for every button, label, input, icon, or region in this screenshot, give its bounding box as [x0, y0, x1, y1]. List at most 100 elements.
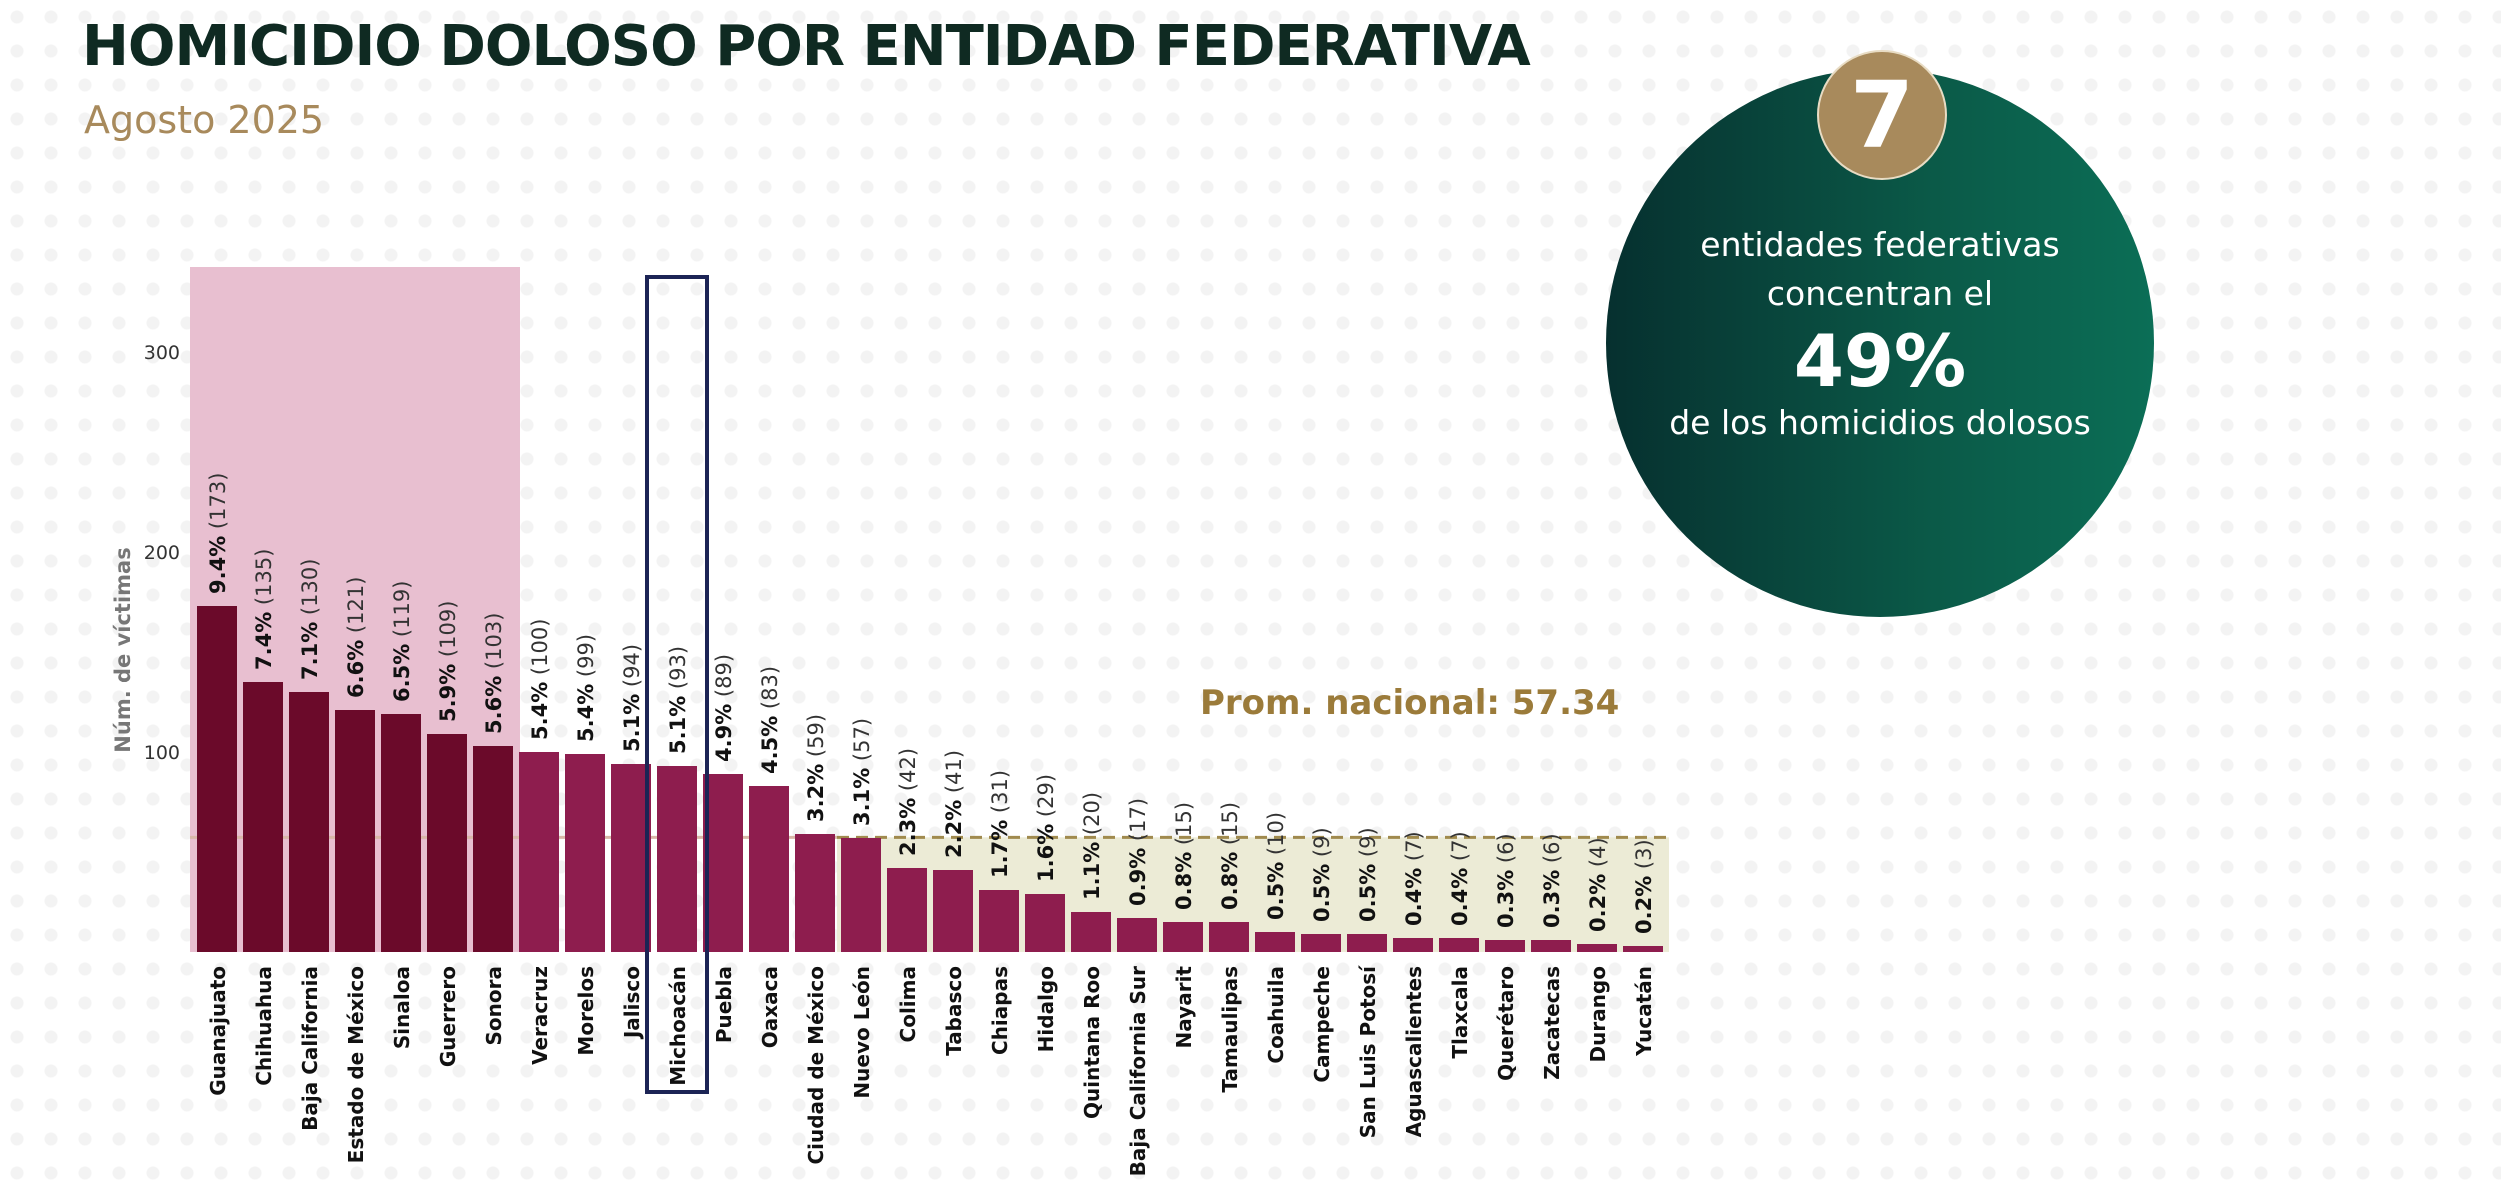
bar-value-label: 0.3% (6) — [1540, 833, 1564, 928]
category-label: Nuevo León — [850, 966, 874, 1099]
bar — [979, 890, 1019, 952]
category-label: Zacatecas — [1540, 966, 1564, 1080]
bar — [657, 766, 697, 952]
count-label: (29) — [1034, 774, 1058, 824]
bar-value-label: 0.2% (3) — [1632, 839, 1656, 934]
bar — [335, 710, 375, 952]
bar — [1255, 932, 1295, 952]
bar-value-label: 5.4% (100) — [528, 619, 552, 740]
bar — [1485, 940, 1525, 952]
category-label: Jalisco — [620, 966, 644, 1040]
bar-value-label: 0.5% (10) — [1264, 812, 1288, 920]
bar — [1393, 938, 1433, 952]
average-label: Prom. nacional: 57.34 — [1200, 683, 1619, 723]
percent-label: 1.6% — [1034, 824, 1058, 882]
bar — [795, 834, 835, 952]
bar-value-label: 3.1% (57) — [850, 718, 874, 826]
bar — [749, 786, 789, 952]
bar-value-label: 6.5% (119) — [390, 581, 414, 702]
bar-value-label: 1.6% (29) — [1034, 774, 1058, 882]
percent-label: 5.1% — [666, 696, 690, 754]
percent-label: 9.4% — [206, 536, 230, 594]
bar — [1347, 934, 1387, 952]
count-label: (59) — [804, 714, 828, 764]
bar — [611, 764, 651, 952]
bar-value-label: 7.4% (135) — [252, 549, 276, 670]
category-label: Tamaulipas — [1218, 966, 1242, 1093]
percent-label: 0.8% — [1172, 852, 1196, 910]
percent-label: 0.3% — [1540, 870, 1564, 928]
count-label: (15) — [1218, 802, 1242, 852]
percent-label: 0.5% — [1310, 864, 1334, 922]
count-label: (94) — [620, 644, 644, 694]
bar — [243, 682, 283, 952]
percent-label: 0.5% — [1264, 862, 1288, 920]
bar — [1439, 938, 1479, 952]
percent-label: 5.6% — [482, 676, 506, 734]
bar-value-label: 4.5% (83) — [758, 666, 782, 774]
count-label: (99) — [574, 634, 598, 684]
category-label: Michoacán — [666, 966, 690, 1086]
category-label: Estado de México — [344, 966, 368, 1163]
percent-label: 5.4% — [528, 682, 552, 740]
bar-value-label: 3.2% (59) — [804, 714, 828, 822]
bar — [933, 870, 973, 952]
bar-value-label: 2.3% (42) — [896, 748, 920, 856]
bar-value-label: 4.9% (89) — [712, 654, 736, 762]
percent-label: 1.1% — [1080, 842, 1104, 900]
count-label: (83) — [758, 666, 782, 716]
bar — [1163, 922, 1203, 952]
category-label: Sinaloa — [390, 966, 414, 1049]
bar — [1209, 922, 1249, 952]
category-label: Coahuila — [1264, 966, 1288, 1064]
bar-value-label: 1.7% (31) — [988, 770, 1012, 878]
category-label: Baja California Sur — [1126, 966, 1150, 1176]
count-label: (4) — [1586, 837, 1610, 873]
category-label: San Luis Potosí — [1356, 965, 1380, 1138]
percent-label: 0.3% — [1494, 870, 1518, 928]
count-label: (42) — [896, 748, 920, 798]
category-label: Chihuahua — [252, 966, 276, 1086]
bar — [197, 606, 237, 952]
percent-label: 2.3% — [896, 798, 920, 856]
bar-value-label: 1.1% (20) — [1080, 792, 1104, 900]
category-label: Yucatán — [1632, 966, 1656, 1057]
percent-label: 6.5% — [390, 644, 414, 702]
percent-label: 3.1% — [850, 768, 874, 826]
bar — [841, 838, 881, 952]
category-label: Tabasco — [942, 966, 966, 1056]
bar — [473, 746, 513, 952]
percent-label: 0.2% — [1632, 876, 1656, 934]
page-title: HOMICIDIO DOLOSO POR ENTIDAD FEDERATIVA — [82, 14, 1531, 79]
count-label: (121) — [344, 577, 368, 640]
category-label: Puebla — [712, 966, 736, 1043]
count-label: (89) — [712, 654, 736, 704]
percent-label: 3.2% — [804, 764, 828, 822]
bar-value-label: 0.4% (7) — [1402, 831, 1426, 926]
count-label: (9) — [1356, 827, 1380, 863]
count-label: (31) — [988, 770, 1012, 820]
percent-label: 0.4% — [1448, 868, 1472, 926]
summary-callout: entidades federativas concentran el 49% … — [1606, 69, 2154, 617]
bar — [703, 774, 743, 952]
bar — [519, 752, 559, 952]
y-tick-label: 300 — [144, 342, 180, 364]
count-label: (100) — [528, 619, 552, 682]
percent-label: 0.4% — [1402, 868, 1426, 926]
bar — [1531, 940, 1571, 952]
count-label: (41) — [942, 750, 966, 800]
callout-line1: entidades federativas — [1700, 225, 2060, 264]
count-label: (135) — [252, 549, 276, 612]
bar — [427, 734, 467, 952]
percent-label: 7.4% — [252, 612, 276, 670]
count-label: (9) — [1310, 827, 1334, 863]
count-label: (3) — [1632, 839, 1656, 875]
category-label: Campeche — [1310, 966, 1334, 1083]
bar — [565, 754, 605, 952]
percent-label: 1.7% — [988, 820, 1012, 878]
percent-label: 2.2% — [942, 800, 966, 858]
category-label: Hidalgo — [1034, 966, 1058, 1052]
count-label: (6) — [1494, 833, 1518, 869]
bar-value-label: 7.1% (130) — [298, 559, 322, 680]
